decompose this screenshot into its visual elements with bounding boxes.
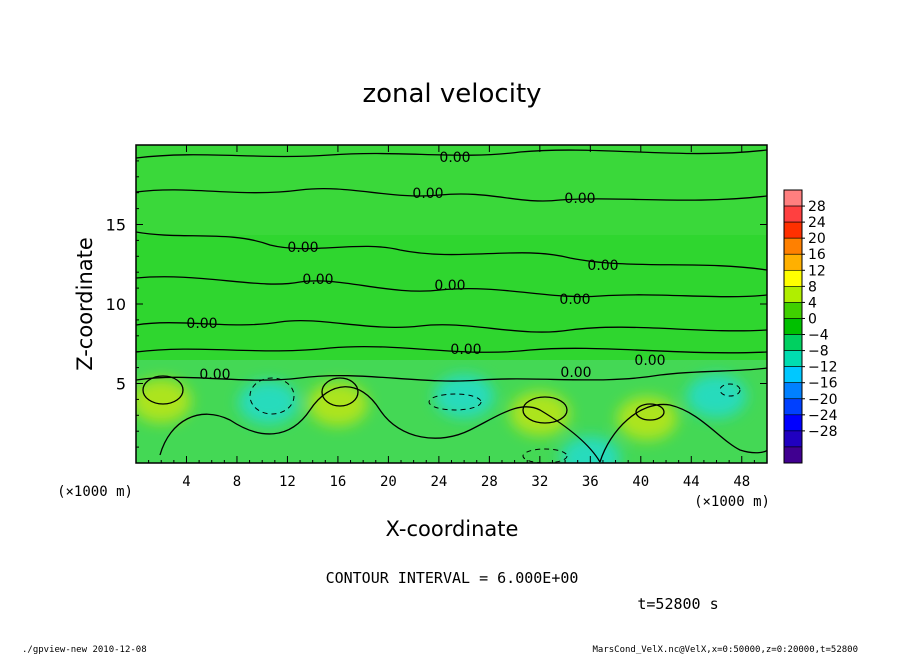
colorbar-label: −4 — [808, 328, 829, 344]
x-tick-label: 28 — [481, 474, 498, 490]
colorbar-label: −8 — [808, 344, 829, 360]
x-tick-label: 40 — [632, 474, 649, 490]
colorbar-label: −20 — [808, 392, 838, 408]
y-tick-label: 10 — [106, 295, 126, 314]
colorbar-label: 12 — [808, 263, 826, 279]
x-tick-label: 48 — [733, 474, 750, 490]
x-tick-label: 24 — [430, 474, 447, 490]
contour-label: 0.00 — [559, 292, 590, 308]
x-tick-label: 4 — [182, 474, 190, 490]
colorbar-swatch — [783, 189, 803, 207]
colorbar-swatch — [783, 366, 803, 384]
colorbar-swatch — [783, 269, 803, 287]
contour-label: 0.00 — [560, 365, 591, 381]
x-tick-label: 8 — [233, 474, 241, 490]
y-tick-label: 15 — [106, 216, 126, 235]
positive-velocity-blob — [136, 378, 192, 423]
colorbar-swatch — [783, 205, 803, 223]
contour-interval: CONTOUR INTERVAL = 6.000E+00 — [326, 569, 579, 587]
x-tick-label: 16 — [329, 474, 346, 490]
contour-label: 0.00 — [634, 353, 665, 369]
contour-label: 0.00 — [302, 272, 333, 288]
colorbar-label: −12 — [808, 360, 838, 376]
time-label: t=52800 s — [637, 595, 718, 613]
x-tick-label: 36 — [582, 474, 599, 490]
colorbar-swatch — [783, 414, 803, 432]
colorbar-swatch — [783, 318, 803, 335]
colorbar-swatch — [783, 446, 803, 464]
footer-left: ./gpview-new 2010-12-08 — [22, 645, 147, 654]
contour-label: 0.00 — [199, 367, 230, 383]
colorbar-swatch — [783, 334, 803, 351]
chart-title: zonal velocity — [362, 79, 541, 109]
x-tick-label: 44 — [683, 474, 700, 490]
contour-label: 0.00 — [412, 186, 443, 202]
colorbar-swatch — [783, 237, 803, 255]
contour-label: 0.00 — [439, 150, 470, 166]
negative-velocity-blob — [434, 374, 495, 419]
colorbar-label: 16 — [808, 247, 826, 263]
negative-velocity-blob — [686, 374, 747, 419]
positive-contours — [142, 375, 665, 424]
colorbar-swatch — [783, 382, 803, 400]
x-tick-label: 32 — [531, 474, 548, 490]
colorbar-swatch — [783, 286, 803, 303]
contour-lines — [136, 149, 767, 463]
y-axis-unit: (×1000 m) — [57, 484, 133, 500]
contour-label: 0.00 — [186, 316, 217, 332]
field-upper-band — [136, 145, 767, 235]
negative-contours — [249, 377, 741, 463]
y-tick-label: 5 — [116, 375, 126, 394]
colorbar-swatch — [783, 430, 803, 448]
colorbar-swatch — [783, 221, 803, 239]
colorbar-label: 24 — [808, 215, 826, 231]
colorbar-label: −16 — [808, 376, 838, 392]
contour-label: 0.00 — [434, 278, 465, 294]
y-axis: 5 10 15 — [106, 160, 767, 448]
colorbar-label: 4 — [808, 295, 817, 311]
x-axis-label: X-coordinate — [386, 517, 519, 541]
x-axis: 4 8 12 16 20 24 28 32 36 40 44 48 — [148, 145, 755, 490]
positive-velocity-blob — [617, 396, 678, 441]
x-axis-unit: (×1000 m) — [694, 494, 770, 510]
colorbar-label: −28 — [808, 424, 838, 440]
negative-velocity-blob — [238, 380, 299, 425]
colorbar-swatch — [783, 253, 803, 271]
colorbar-label: 0 — [808, 311, 817, 327]
footer-right: MarsCond_VelX.nc@VelX,x=0:50000,z=0:2000… — [592, 645, 858, 654]
colorbar-swatch — [783, 398, 803, 416]
contour-label: 0.00 — [287, 240, 318, 256]
y-axis-label: Z-coordinate — [73, 237, 97, 371]
plot-area: 0.00 0.00 0.00 0.00 0.00 0.00 0.00 0.00 0.00 0.00… — [136, 145, 767, 463]
x-tick-label: 12 — [279, 474, 296, 490]
positive-velocity-blob — [509, 391, 570, 436]
colorbar-label: 20 — [808, 231, 826, 247]
contour-labels: 0.00 0.00 0.00 0.00 0.00 0.00 0.00 0.00 0.00 0.00… — [186, 150, 665, 383]
colorbar-label: 8 — [808, 279, 817, 295]
colorbar-label: 28 — [808, 199, 826, 215]
positive-velocity-blob — [307, 382, 368, 427]
contour-label: 0.00 — [564, 191, 595, 207]
colorbar-label: −24 — [808, 408, 838, 424]
contour-label: 0.00 — [450, 342, 481, 358]
x-tick-label: 20 — [380, 474, 397, 490]
colorbar-frame — [783, 189, 803, 464]
colorbar-swatch — [783, 350, 803, 367]
colorbar-swatch — [783, 302, 803, 319]
contour-label: 0.00 — [587, 258, 618, 274]
